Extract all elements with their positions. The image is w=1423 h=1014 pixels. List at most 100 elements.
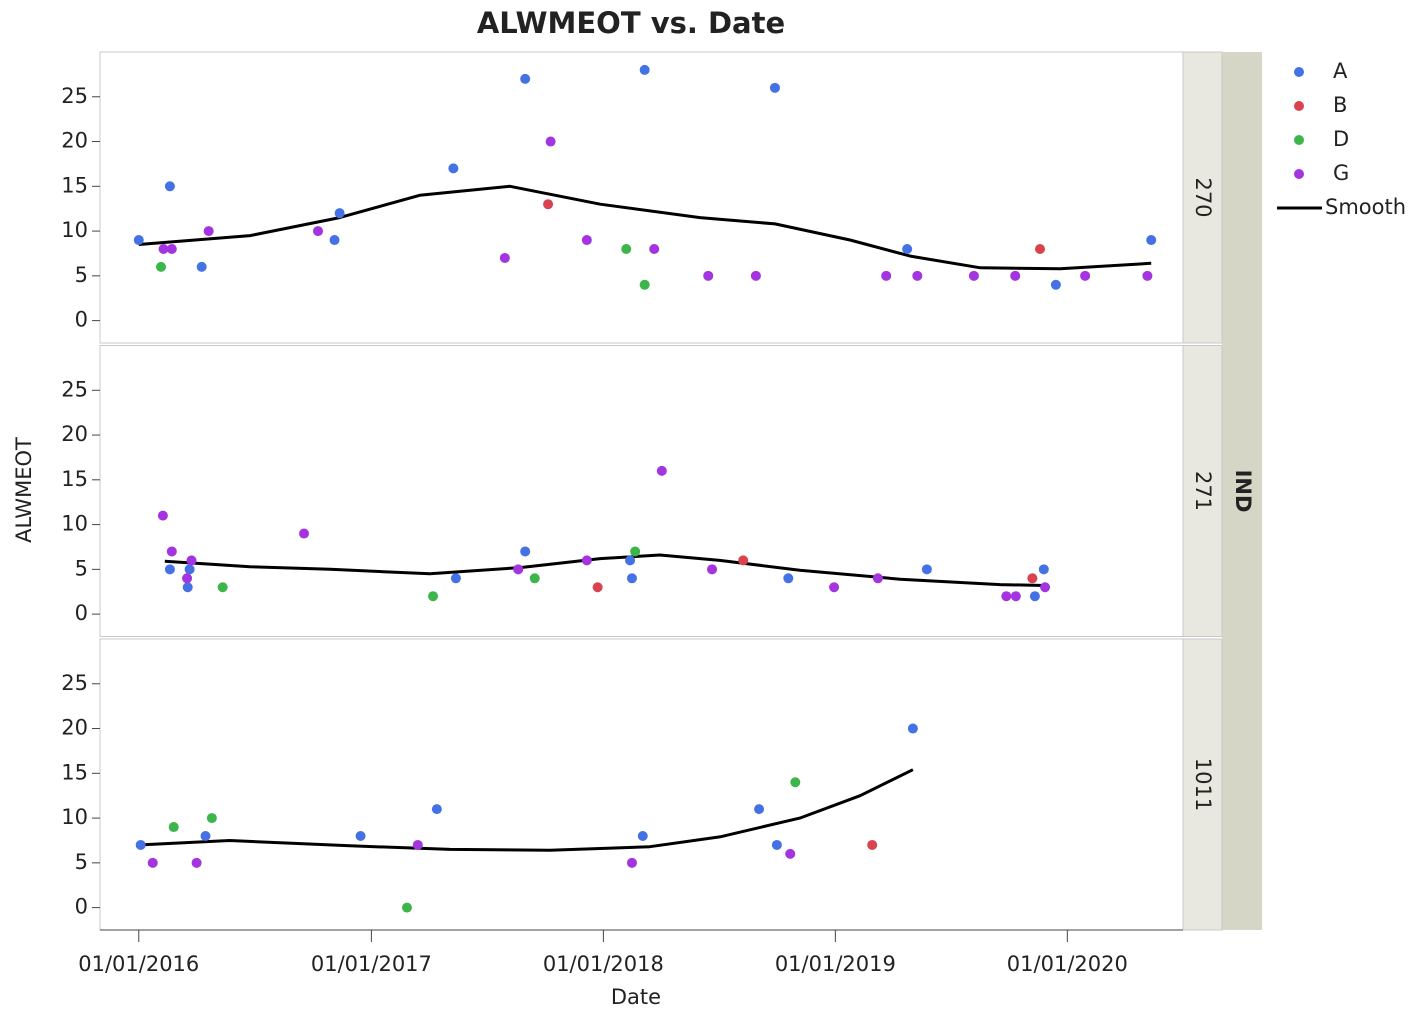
y-tick-label: 5 xyxy=(75,556,88,580)
point xyxy=(200,830,211,841)
y-tick-label: 10 xyxy=(61,512,88,536)
legend-label: D xyxy=(1333,127,1349,151)
y-tick-label: 0 xyxy=(75,895,88,919)
point xyxy=(1050,279,1061,290)
point xyxy=(1010,270,1021,281)
point xyxy=(431,804,442,815)
point xyxy=(785,848,796,859)
point xyxy=(412,839,423,850)
point xyxy=(158,243,169,254)
x-tick-label: 01/01/2018 xyxy=(543,952,664,976)
point xyxy=(707,564,718,575)
point xyxy=(1029,591,1040,602)
panel-frame xyxy=(99,345,1184,637)
point xyxy=(881,270,892,281)
point xyxy=(529,573,540,584)
smooth-line xyxy=(164,553,1046,587)
point xyxy=(621,243,632,254)
legend-label: G xyxy=(1333,161,1349,185)
y-tick-label: 10 xyxy=(61,805,88,829)
point xyxy=(581,235,592,246)
y-tick-label: 20 xyxy=(61,129,88,153)
point xyxy=(630,546,641,557)
point xyxy=(545,136,556,147)
point xyxy=(639,64,650,75)
point xyxy=(1034,243,1045,254)
point xyxy=(182,573,193,584)
y-tick-label: 25 xyxy=(61,377,88,401)
point xyxy=(1001,591,1012,602)
point xyxy=(1142,270,1153,281)
point xyxy=(196,261,207,272)
panel-label: 1011 xyxy=(1191,758,1215,811)
y-tick-label: 5 xyxy=(75,263,88,287)
x-tick-label: 01/01/2019 xyxy=(775,952,896,976)
point xyxy=(156,261,167,272)
point xyxy=(581,555,592,566)
point xyxy=(428,591,439,602)
point xyxy=(520,546,531,557)
point xyxy=(902,243,913,254)
point xyxy=(217,582,228,593)
x-axis-label: Date xyxy=(611,985,661,1009)
point xyxy=(135,839,146,850)
point xyxy=(1038,564,1049,575)
point xyxy=(312,226,323,237)
y-axis-label: ALWMEOT xyxy=(12,437,36,543)
point xyxy=(769,82,780,93)
chart-title: ALWMEOT vs. Date xyxy=(477,6,785,40)
legend-label: A xyxy=(1333,59,1348,83)
point xyxy=(1027,573,1038,584)
point xyxy=(164,564,175,575)
point xyxy=(182,582,193,593)
point xyxy=(166,243,177,254)
point xyxy=(186,555,197,566)
point xyxy=(164,181,175,192)
point xyxy=(867,839,878,850)
legend-marker xyxy=(1294,135,1304,145)
point xyxy=(625,555,636,566)
point xyxy=(921,564,932,575)
point xyxy=(191,857,202,868)
point xyxy=(329,235,340,246)
point xyxy=(738,555,749,566)
point xyxy=(147,857,158,868)
point xyxy=(206,813,217,824)
panel-frame xyxy=(99,51,1184,344)
point xyxy=(401,902,412,913)
panel-strip xyxy=(1182,638,1223,931)
y-tick-label: 0 xyxy=(75,308,88,332)
point xyxy=(133,235,144,246)
legend-marker xyxy=(1294,101,1304,111)
point xyxy=(520,73,531,84)
y-tick-label: 25 xyxy=(61,84,88,108)
y-tick-label: 0 xyxy=(75,601,88,625)
y-tick-label: 15 xyxy=(61,173,88,197)
point xyxy=(448,163,459,174)
point xyxy=(299,528,310,539)
point xyxy=(499,252,510,263)
point xyxy=(1040,582,1051,593)
point xyxy=(1146,235,1157,246)
point xyxy=(656,465,667,476)
smooth-line xyxy=(138,184,1152,271)
facet-title: IND xyxy=(1231,470,1255,513)
x-tick-label: 01/01/2016 xyxy=(78,952,199,976)
point xyxy=(626,857,637,868)
y-tick-label: 15 xyxy=(61,467,88,491)
y-tick-label: 20 xyxy=(61,716,88,740)
point xyxy=(626,573,637,584)
facet-strip xyxy=(1222,52,1262,930)
point xyxy=(907,723,918,734)
legend-label: B xyxy=(1333,93,1347,117)
y-tick-label: 5 xyxy=(75,850,88,874)
y-tick-label: 10 xyxy=(61,218,88,242)
point xyxy=(450,573,461,584)
smooth-line xyxy=(140,768,914,852)
point xyxy=(157,510,168,521)
point xyxy=(1080,270,1091,281)
point xyxy=(872,573,883,584)
point xyxy=(513,564,524,575)
point xyxy=(703,270,714,281)
point xyxy=(783,573,794,584)
